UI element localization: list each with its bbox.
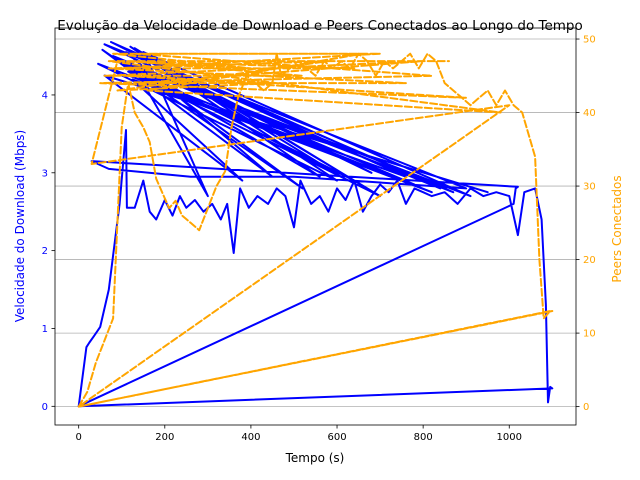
x-tick-label-400: 400	[241, 432, 260, 443]
y2-tick-label-10: 10	[583, 329, 596, 340]
x-axis-title: Tempo (s)	[285, 451, 345, 465]
x-tick-label-200: 200	[155, 432, 174, 443]
x-tick-label-600: 600	[327, 432, 346, 443]
gridlines	[55, 38, 576, 408]
chart-title: Evolução da Velocidade de Download e Pee…	[57, 18, 583, 34]
y-tick-label-0: 0	[42, 402, 48, 413]
y2-tick-label-50: 50	[583, 35, 596, 46]
y-tick-label-2: 2	[42, 246, 48, 257]
series-layer	[77, 41, 554, 408]
series-line-speed	[77, 41, 554, 408]
y2-tick-label-20: 20	[583, 255, 596, 266]
y-axis-left-title: Velocidade do Download (Mbps)	[13, 130, 27, 323]
y-tick-label-4: 4	[42, 90, 48, 101]
x-tick-label-800: 800	[414, 432, 433, 443]
plot-frame	[54, 27, 577, 426]
x-tick-label-0: 0	[75, 432, 81, 443]
y2-tick-label-30: 30	[583, 182, 596, 193]
y2-tick-label-0: 0	[583, 402, 589, 413]
series-line-peers	[77, 52, 554, 408]
y2-tick-label-40: 40	[583, 108, 596, 119]
y-tick-label-1: 1	[42, 324, 48, 335]
y-axis-right-title: Peers Conectados	[610, 175, 624, 282]
y-tick-label-3: 3	[42, 168, 48, 179]
x-tick-label-1000: 1000	[497, 432, 522, 443]
